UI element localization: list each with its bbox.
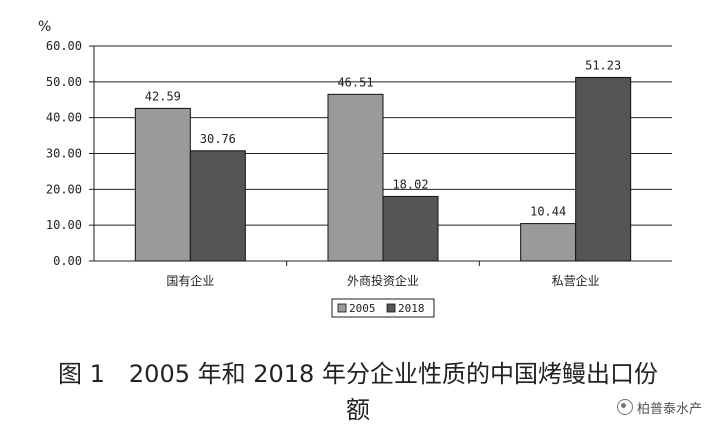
legend-label: 2005 (349, 302, 376, 315)
watermark: 柏普泰水产 (616, 398, 702, 417)
bar (520, 223, 577, 262)
y-tick-label: 0.00 (53, 254, 82, 268)
y-tick-label: 40.00 (46, 111, 82, 125)
y-tick-label: 60.00 (46, 39, 82, 53)
data-label: 51.23 (585, 58, 621, 72)
y-tick-label: 30.00 (46, 147, 82, 161)
x-tick-label: 国有企业 (166, 273, 214, 288)
legend-label: 2018 (398, 302, 425, 315)
x-tick-label: 外商投资企业 (347, 273, 419, 288)
bar (382, 195, 439, 262)
bars (134, 76, 632, 262)
y-tick-label: 20.00 (46, 182, 82, 196)
data-label: 18.02 (392, 177, 428, 191)
data-label: 42.59 (145, 89, 181, 103)
legend-box (331, 298, 435, 318)
legend: 2005 2018 (331, 298, 435, 318)
legend-swatch (386, 303, 396, 313)
bar (189, 150, 246, 262)
legend-swatch (337, 303, 347, 313)
data-label: 10.44 (530, 205, 566, 219)
data-label: 46.51 (337, 75, 373, 89)
bar-chart: 0.00 10.00 20.00 30.00 40.00 50.00 60.00% 国有企业 外… (38, 19, 672, 318)
data-label: 30.76 (200, 132, 236, 146)
caption-line-2: 额 (346, 396, 370, 424)
watermark-text: 柏普泰水产 (636, 402, 702, 417)
wechat-logo-icon (616, 399, 633, 415)
bar (327, 93, 384, 262)
y-axis-unit-label: % (38, 19, 51, 35)
figure-caption: 图 1 2005 年和 2018 年分企业性质的中国烤鳗出口份 额 (0, 356, 716, 428)
caption-line-1: 图 1 2005 年和 2018 年分企业性质的中国烤鳗出口份 (58, 360, 658, 388)
bar (575, 76, 632, 262)
bar (134, 107, 191, 262)
data-labels: 42.59 30.76 46.51 18.02 10.44 51.23 (145, 58, 621, 218)
y-tick-label: 50.00 (46, 75, 82, 89)
x-tick-label: 私营企业 (552, 273, 600, 288)
y-tick-label: 10.00 (46, 218, 82, 232)
